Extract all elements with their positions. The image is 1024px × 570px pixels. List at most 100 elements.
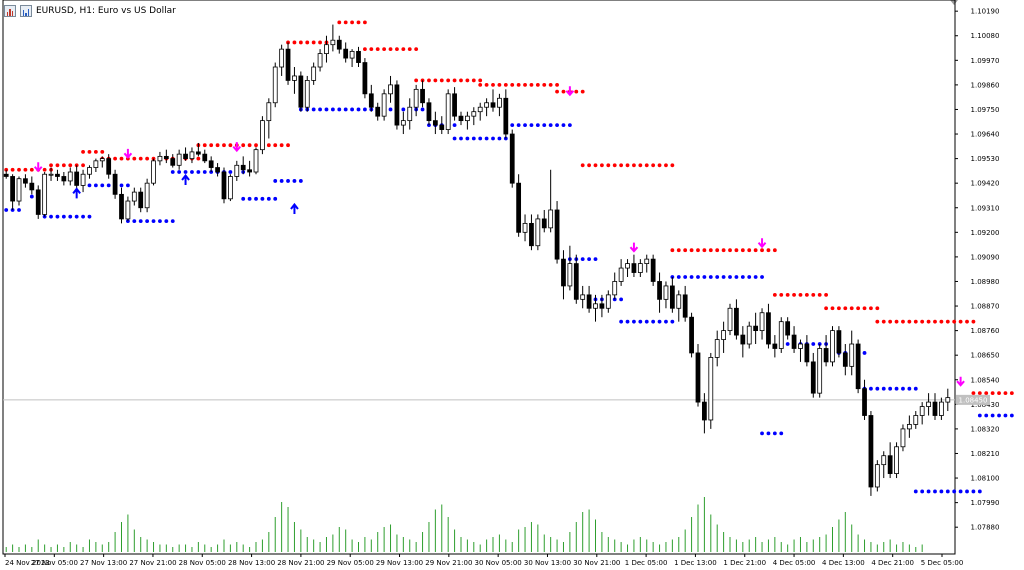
resistance-dot xyxy=(93,150,98,154)
candle xyxy=(330,39,336,46)
resistance-dot xyxy=(311,40,316,45)
candle xyxy=(650,258,656,282)
time-axis-label: 27 Nov 21:00 xyxy=(129,559,176,567)
candle xyxy=(74,171,80,186)
support-dot xyxy=(324,107,329,112)
candle xyxy=(919,406,925,416)
plot-frame xyxy=(2,0,956,555)
time-axis-label: 29 Nov 05:00 xyxy=(327,559,374,567)
candle xyxy=(727,307,733,332)
resistance-dot xyxy=(548,82,553,87)
support-dot xyxy=(952,489,957,494)
resistance-dot xyxy=(965,319,969,324)
support-dot xyxy=(997,413,1001,418)
support-dot xyxy=(119,183,124,188)
candle xyxy=(682,294,688,318)
resistance-dot xyxy=(202,143,207,148)
resistance-dot xyxy=(901,319,905,324)
resistance-dot xyxy=(702,248,707,253)
support-dot xyxy=(913,489,918,494)
resistance-dot xyxy=(772,292,777,297)
current-price-tag xyxy=(956,394,990,405)
candle xyxy=(676,294,682,309)
candle xyxy=(804,343,810,363)
support-dot xyxy=(318,107,322,112)
resistance-dot xyxy=(824,306,828,311)
support-dot xyxy=(81,214,85,219)
candle xyxy=(913,415,919,425)
candle xyxy=(356,50,361,63)
candle xyxy=(490,102,496,108)
support-dot xyxy=(497,136,502,141)
support-dot xyxy=(100,183,105,188)
support-dot xyxy=(266,196,271,201)
chart-window-icon[interactable] xyxy=(4,5,16,17)
resistance-dot xyxy=(811,292,816,297)
resistance-dot xyxy=(772,248,777,253)
resistance-dot xyxy=(305,40,310,45)
candle xyxy=(317,53,323,68)
candle xyxy=(362,62,368,95)
support-dot xyxy=(254,196,258,201)
resistance-dot xyxy=(747,248,752,253)
support-dot xyxy=(478,136,483,141)
time-axis-label: 27 Nov 13:00 xyxy=(80,559,127,567)
candle xyxy=(420,88,425,104)
price-axis-label: 1.09420 xyxy=(971,180,1000,188)
support-dot xyxy=(49,214,53,219)
support-dot xyxy=(913,386,918,391)
candle xyxy=(637,263,643,273)
scroll-marker-icon[interactable] xyxy=(950,0,958,5)
candle xyxy=(279,48,285,68)
support-dot xyxy=(760,431,764,436)
support-dot xyxy=(228,170,233,174)
support-dot xyxy=(292,179,297,183)
candle xyxy=(157,155,163,162)
support-dot xyxy=(772,431,777,436)
support-dot xyxy=(977,413,982,418)
support-dot xyxy=(990,413,995,418)
resistance-dot xyxy=(638,163,643,168)
candle xyxy=(349,50,355,59)
resistance-dot xyxy=(414,47,419,52)
candle xyxy=(119,193,124,220)
time-axis-label: 28 Nov 05:00 xyxy=(179,559,226,567)
chart-type-icon[interactable] xyxy=(20,5,32,17)
support-dot xyxy=(894,386,899,391)
resistance-dot xyxy=(728,248,732,253)
price-axis-label: 1.08100 xyxy=(971,475,1000,483)
resistance-dot xyxy=(1009,391,1014,396)
time-axis-label: 29 Nov 21:00 xyxy=(425,559,472,567)
resistance-dot xyxy=(478,82,483,87)
support-dot xyxy=(971,489,976,494)
resistance-dot xyxy=(670,248,675,253)
support-dot xyxy=(311,107,316,112)
candle xyxy=(554,209,560,260)
candle xyxy=(772,343,778,349)
candle xyxy=(522,222,528,233)
candle xyxy=(163,155,169,160)
candle xyxy=(228,176,233,200)
resistance-dot xyxy=(350,20,354,25)
support-dot xyxy=(10,208,15,212)
support-dot xyxy=(728,275,732,279)
time-axis-label: 30 Nov 13:00 xyxy=(524,559,571,567)
price-axis-label: 1.08980 xyxy=(971,278,1000,286)
resistance-dot xyxy=(792,292,796,297)
resistance-dot xyxy=(484,82,489,87)
candle xyxy=(932,401,938,416)
support-dot xyxy=(651,319,656,324)
resistance-dot xyxy=(862,306,867,311)
support-dot xyxy=(459,136,463,141)
support-dot xyxy=(715,275,720,279)
support-dot xyxy=(907,386,912,391)
candle xyxy=(87,167,92,175)
candle xyxy=(830,330,835,363)
resistance-dot xyxy=(612,163,617,168)
resistance-dot xyxy=(388,47,393,52)
sell-arrow-icon xyxy=(565,86,575,97)
resistance-dot xyxy=(363,47,367,52)
resistance-dot xyxy=(843,306,848,311)
